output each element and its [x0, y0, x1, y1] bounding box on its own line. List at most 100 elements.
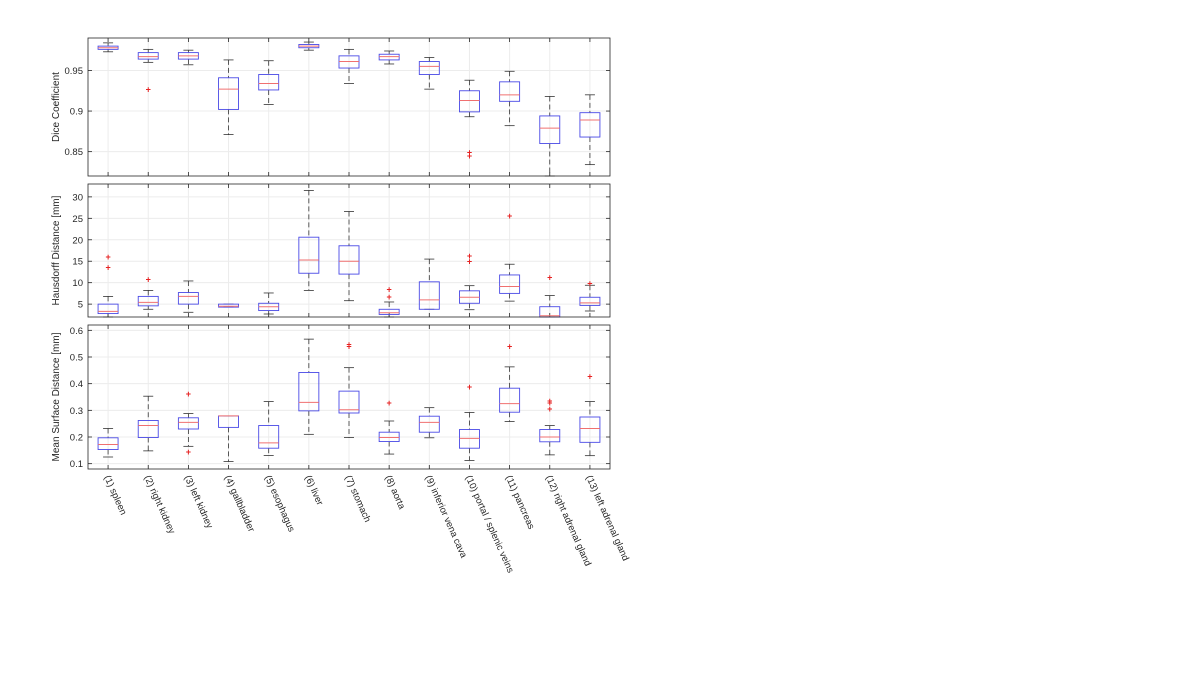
x-category-label: (12) right adrenal gland — [543, 474, 593, 568]
outlier-marker: + — [467, 151, 472, 161]
box-iqr — [177, 417, 199, 430]
y-axis-label: Mean Surface Distance [mm] — [51, 332, 62, 461]
box-4 — [218, 303, 239, 308]
outlier-marker: + — [547, 272, 552, 282]
outlier-marker: + — [387, 398, 392, 408]
panel-3: 0.10.20.30.40.50.6+++++++++++Mean Surfac… — [51, 324, 611, 470]
x-category-label: (6) liver — [302, 474, 325, 507]
box-iqr — [137, 295, 159, 307]
box-9 — [418, 57, 440, 90]
box-9 — [418, 407, 440, 439]
box-1 — [97, 42, 119, 53]
y-tick-label: 0.9 — [70, 107, 83, 118]
outlier-marker: + — [547, 404, 552, 414]
box-4 — [218, 59, 239, 136]
y-tick-label: 10 — [72, 278, 83, 289]
box-iqr — [97, 437, 119, 450]
box-4 — [218, 415, 239, 462]
outlier-marker: + — [105, 252, 110, 262]
box-5 — [258, 60, 280, 105]
outlier-marker: + — [467, 382, 472, 392]
box-iqr — [338, 390, 360, 414]
box-iqr — [137, 52, 159, 60]
box-iqr — [499, 81, 521, 102]
outlier-marker: + — [507, 341, 512, 351]
x-category-label: (4) gallbladder — [222, 474, 257, 534]
box-iqr — [579, 416, 601, 443]
outlier-marker: + — [547, 398, 552, 408]
box-iqr — [378, 308, 400, 315]
y-tick-label: 0.6 — [70, 326, 83, 337]
box-12: +++ — [539, 396, 561, 456]
x-category-label: (2) right kidney — [141, 474, 177, 536]
box-5 — [258, 401, 280, 456]
outlier-marker: + — [467, 251, 472, 261]
box-3: ++ — [177, 389, 199, 457]
outlier-marker: + — [346, 342, 351, 352]
box-iqr — [218, 303, 239, 308]
x-category-label: (1) spleen — [101, 474, 128, 517]
y-tick-label: 0.85 — [65, 147, 84, 158]
box-13: + — [579, 278, 601, 312]
box-iqr — [378, 431, 400, 442]
outlier-marker: + — [587, 278, 592, 288]
x-category-label: (11) pancreas — [503, 474, 537, 532]
box-iqr — [579, 112, 601, 138]
box-iqr — [258, 425, 280, 449]
y-tick-label: 15 — [72, 257, 83, 268]
box-1 — [97, 428, 119, 458]
x-category-label: (7) stomach — [342, 474, 372, 524]
outlier-marker: + — [186, 389, 191, 399]
box-11 — [499, 70, 521, 127]
box-9 — [418, 258, 440, 310]
box-iqr — [418, 281, 440, 310]
outlier-marker: + — [105, 262, 110, 272]
box-2: + — [137, 48, 159, 94]
y-tick-label: 0.95 — [65, 66, 84, 77]
box-iqr — [97, 303, 119, 315]
box-iqr — [539, 115, 561, 144]
box-13 — [579, 94, 601, 166]
y-tick-label: 0.4 — [70, 379, 83, 390]
y-tick-label: 0.3 — [70, 406, 83, 417]
box-iqr — [338, 245, 360, 275]
box-iqr — [499, 387, 521, 413]
box-10: ++ — [459, 79, 480, 161]
box-iqr — [298, 372, 320, 412]
box-3 — [177, 280, 199, 313]
outlier-marker: + — [186, 447, 191, 457]
box-8: + — [378, 398, 400, 455]
box-iqr — [459, 90, 480, 113]
outlier-marker: + — [387, 285, 392, 295]
box-iqr — [539, 429, 561, 443]
x-category-label: (8) aorta — [382, 474, 407, 512]
box-6 — [298, 190, 320, 291]
y-tick-label: 0.5 — [70, 353, 83, 364]
y-tick-label: 30 — [72, 192, 83, 203]
outlier-marker: + — [467, 148, 472, 158]
plot-frame — [87, 37, 611, 177]
panel-1: 0.850.90.95+++Dice Coefficient — [51, 37, 611, 177]
y-tick-label: 25 — [72, 214, 83, 225]
box-iqr — [177, 292, 199, 305]
outlier-marker: + — [587, 371, 592, 381]
box-6 — [298, 338, 320, 435]
box-13: + — [579, 371, 601, 457]
outlier-marker: + — [387, 292, 392, 302]
outlier-marker: + — [346, 339, 351, 349]
x-category-label: (5) esophagus — [262, 474, 297, 534]
box-7 — [338, 48, 360, 84]
box-iqr — [298, 236, 320, 274]
outlier-marker: + — [507, 211, 512, 221]
box-iqr — [499, 274, 521, 294]
box-10: + — [459, 382, 480, 461]
box-iqr — [418, 415, 440, 433]
box-iqr — [459, 429, 480, 449]
box-8 — [378, 50, 400, 65]
box-11: + — [499, 341, 521, 422]
box-11: + — [499, 211, 521, 302]
box-7: ++ — [338, 339, 360, 438]
y-axis-label: Hausdorff Distance [mm] — [51, 195, 62, 305]
plot-frame — [87, 183, 611, 318]
